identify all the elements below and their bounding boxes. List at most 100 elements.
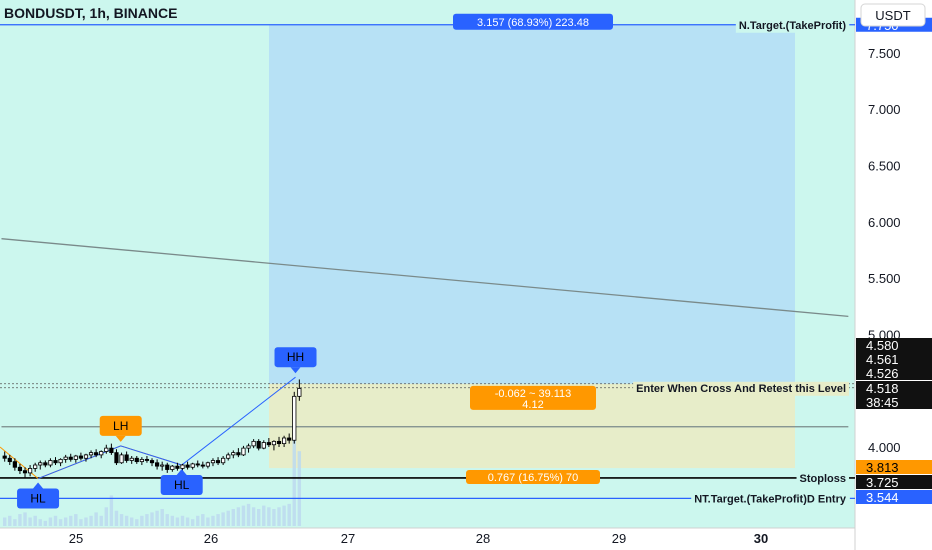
swing-label-hl-1: HL <box>17 482 60 509</box>
candle-body <box>185 464 190 468</box>
swing-labels: HL LH HL HH <box>17 347 317 509</box>
candle <box>241 445 246 457</box>
candle <box>22 467 28 479</box>
level-1-label: N.Target.(TakeProfit) <box>739 20 846 32</box>
candle <box>12 458 17 471</box>
candle-body <box>266 442 271 446</box>
volume-bar <box>114 510 119 526</box>
target-label-text: 3.157 (68.93%) 223.48 <box>477 17 589 29</box>
candle <box>251 439 256 449</box>
swing-label-hl-3: HL <box>160 469 203 496</box>
profit-zone <box>269 24 795 384</box>
volume-bar <box>33 515 37 526</box>
swing-text: HL <box>174 478 190 492</box>
candle-body <box>221 457 226 464</box>
volume-bar <box>140 515 144 526</box>
volume-bar <box>38 519 42 526</box>
candle <box>236 448 241 458</box>
volume-bar <box>190 519 195 526</box>
currency-label: USDT <box>875 8 910 23</box>
candle <box>119 452 124 464</box>
swing-box <box>274 347 317 368</box>
price-badge-value-1: 4.580 <box>866 338 899 353</box>
candle <box>38 460 43 470</box>
candle-body <box>215 460 221 464</box>
candle-body <box>53 460 58 464</box>
volume-bar <box>18 514 22 526</box>
candle-body <box>160 464 165 467</box>
x-tick-label: 30 <box>754 531 768 546</box>
candle <box>48 458 53 468</box>
candle-body <box>190 463 195 468</box>
candle <box>17 463 23 475</box>
candle <box>58 458 63 467</box>
candle <box>231 450 236 459</box>
price-badge-value-5: 38:45 <box>866 395 899 410</box>
candle <box>266 437 271 447</box>
candle <box>276 436 282 447</box>
position-info-box <box>470 385 596 410</box>
candle-body <box>170 465 175 470</box>
candle <box>104 444 109 454</box>
candle <box>114 449 119 466</box>
time-axis[interactable] <box>0 528 855 550</box>
candle-body <box>251 440 256 447</box>
volume-bar <box>145 514 149 526</box>
candle <box>94 449 99 458</box>
level-4-label: NT.Target.(TakeProfit)D Entry <box>694 493 847 505</box>
volume-bar <box>201 514 205 526</box>
candle <box>271 440 277 451</box>
candle <box>200 461 205 469</box>
price-badge-value-8: 3.544 <box>866 490 899 505</box>
price-badge-5 <box>856 395 932 409</box>
target-label-box <box>453 13 613 30</box>
volume-bar <box>124 515 129 526</box>
swing-box <box>160 475 203 496</box>
volume-bar <box>104 507 108 526</box>
candle <box>134 456 139 464</box>
currency-button[interactable]: USDT <box>860 3 926 27</box>
candle-body <box>154 462 160 467</box>
candle <box>88 450 94 459</box>
volume-bars <box>3 437 302 526</box>
x-tick-label: 25 <box>69 531 83 546</box>
level-4-label-bg <box>691 492 850 507</box>
price-badge-value-4: 4.518 <box>866 381 899 396</box>
candle <box>170 465 175 472</box>
candle <box>27 465 33 477</box>
candle-body <box>231 452 236 456</box>
candle-body <box>205 462 210 467</box>
price-axis[interactable] <box>855 0 932 550</box>
volume-bar <box>155 510 159 526</box>
stop-label-text: 0.767 (16.75%) 70 <box>488 472 579 484</box>
candle <box>160 461 165 471</box>
candle-body <box>139 458 144 463</box>
volume-bar <box>297 451 302 526</box>
level-1-label-bg <box>735 18 850 33</box>
swing-pointer <box>33 482 44 489</box>
x-tick-label: 27 <box>341 531 355 546</box>
stop-label-box <box>466 470 600 485</box>
candle <box>53 457 58 466</box>
position-zones <box>269 24 795 469</box>
swing-pointer <box>176 469 187 476</box>
volume-bar <box>221 512 225 526</box>
volume-bar <box>150 512 154 526</box>
candle <box>149 458 155 467</box>
volume-bar <box>246 503 251 526</box>
volume-bar <box>206 517 210 526</box>
candle-body <box>109 447 114 454</box>
candle-body <box>73 455 78 460</box>
volume-bar <box>257 509 261 526</box>
candle-body <box>175 465 180 469</box>
x-tick-label: 29 <box>612 531 626 546</box>
candle <box>139 457 144 466</box>
level-2-label: Enter When Cross And Retest this Level <box>636 383 846 395</box>
candle <box>215 457 221 466</box>
volume-bar <box>28 517 32 526</box>
candle-body <box>210 460 216 464</box>
candle <box>175 462 180 471</box>
swing-label-lh-2: LH <box>99 415 142 442</box>
